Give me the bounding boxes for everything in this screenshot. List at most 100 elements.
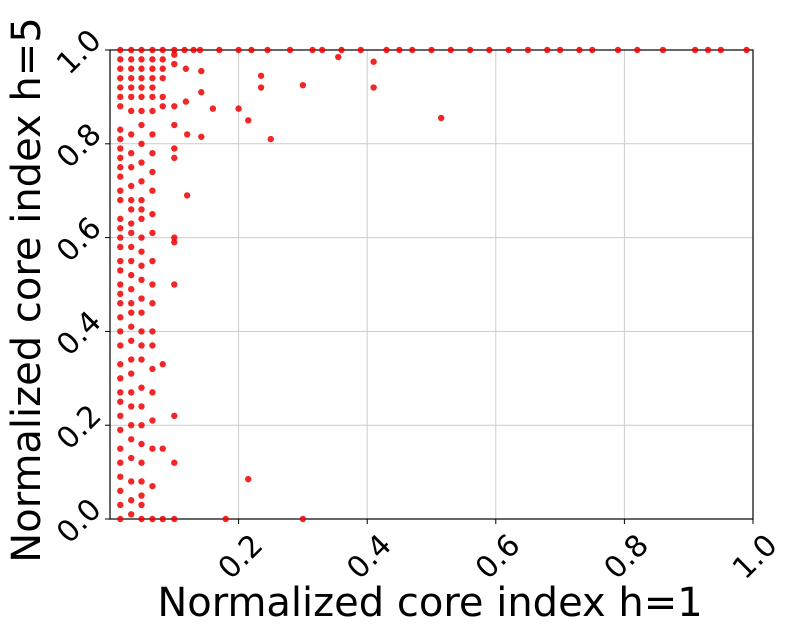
data-point-6 (117, 103, 124, 110)
y-tick-label-1: 0.2 (50, 398, 108, 456)
data-point-66 (128, 422, 135, 429)
data-point-202 (743, 46, 750, 54)
data-point-192 (544, 46, 551, 54)
data-point-77 (138, 93, 145, 101)
data-point-150 (181, 46, 188, 54)
data-point-16 (117, 225, 124, 232)
data-point-28 (117, 375, 124, 382)
data-point-70 (128, 497, 135, 504)
data-point-20 (117, 267, 124, 274)
data-point-85 (138, 215, 145, 223)
data-point-200 (704, 46, 712, 54)
data-point-175 (309, 46, 316, 54)
data-point-165 (245, 475, 252, 483)
data-point-57 (128, 285, 135, 293)
x-axis-ticks: 0.2 0.4 0.6 0.8 1.0 (212, 519, 785, 586)
x-tick-label-1: 0.4 (340, 528, 398, 586)
y-tick-label-0: 0.0 (50, 492, 108, 550)
data-point-10 (117, 154, 124, 162)
data-point-107 (149, 74, 156, 82)
data-point-129 (159, 56, 166, 63)
data-point-127 (149, 515, 156, 523)
data-point-72 (138, 46, 145, 54)
data-point-154 (183, 192, 191, 199)
data-point-43 (128, 84, 135, 91)
data-point-132 (159, 93, 166, 101)
data-point-4 (117, 84, 124, 91)
data-point-181 (370, 84, 377, 91)
data-point-153 (183, 131, 191, 138)
data-point-51 (128, 206, 135, 213)
data-point-179 (357, 46, 364, 54)
data-point-71 (128, 511, 135, 518)
data-point-191 (524, 46, 532, 54)
data-point-54 (128, 243, 135, 251)
data-point-166 (245, 117, 252, 124)
data-point-176 (318, 46, 326, 54)
data-point-125 (149, 445, 156, 452)
data-point-134 (159, 361, 166, 368)
data-point-148 (171, 459, 178, 466)
data-point-133 (159, 103, 166, 110)
data-point-164 (235, 105, 242, 112)
data-point-197 (634, 46, 641, 54)
x-axis-label: Normalized core index h=1 (157, 580, 702, 626)
data-point-186 (437, 114, 445, 122)
data-point-123 (149, 389, 156, 396)
data-point-73 (138, 56, 145, 63)
data-point-189 (486, 46, 493, 54)
data-point-63 (128, 370, 135, 377)
y-tick-label-3: 0.6 (50, 211, 108, 269)
data-point-101 (138, 492, 145, 499)
data-point-92 (138, 328, 145, 335)
data-point-185 (428, 46, 435, 54)
data-point-119 (149, 300, 156, 307)
data-point-110 (149, 107, 156, 115)
data-point-161 (216, 46, 223, 54)
data-point-136 (159, 515, 166, 523)
x-tick-label-0: 0.2 (212, 528, 270, 586)
data-point-29 (117, 389, 124, 396)
data-point-33 (117, 445, 124, 452)
data-point-80 (138, 140, 145, 147)
data-point-2 (117, 65, 124, 72)
data-point-67 (128, 436, 135, 443)
data-point-47 (128, 149, 135, 157)
data-point-126 (149, 482, 156, 490)
data-point-196 (614, 46, 622, 54)
y-tick-label-5: 1.0 (50, 23, 108, 81)
data-point-111 (149, 131, 156, 138)
data-point-87 (138, 248, 145, 255)
data-point-31 (117, 412, 124, 420)
data-point-75 (138, 74, 145, 82)
data-point-104 (149, 46, 156, 54)
data-point-56 (128, 271, 135, 279)
data-point-100 (138, 478, 145, 485)
data-point-30 (117, 398, 124, 405)
data-point-38 (117, 515, 124, 523)
data-point-88 (138, 262, 145, 269)
data-point-117 (149, 257, 156, 265)
data-point-84 (138, 206, 145, 213)
data-point-187 (447, 46, 454, 54)
x-tick-label-2: 0.6 (469, 528, 527, 586)
data-point-60 (128, 323, 135, 330)
data-point-146 (171, 281, 178, 288)
data-point-118 (149, 281, 156, 288)
data-point-58 (128, 300, 135, 307)
data-point-74 (138, 65, 145, 72)
data-point-162 (222, 515, 229, 523)
data-point-151 (182, 65, 190, 72)
data-point-106 (149, 65, 156, 72)
data-point-45 (128, 107, 135, 115)
data-point-102 (138, 501, 145, 509)
data-points (117, 46, 750, 523)
data-point-143 (171, 154, 178, 162)
data-point-156 (196, 46, 204, 54)
data-point-23 (117, 300, 124, 307)
data-point-124 (149, 417, 156, 424)
data-point-46 (128, 131, 135, 138)
data-point-76 (138, 84, 145, 91)
data-point-48 (128, 164, 135, 171)
x-tick-label-3: 0.8 (597, 528, 655, 586)
